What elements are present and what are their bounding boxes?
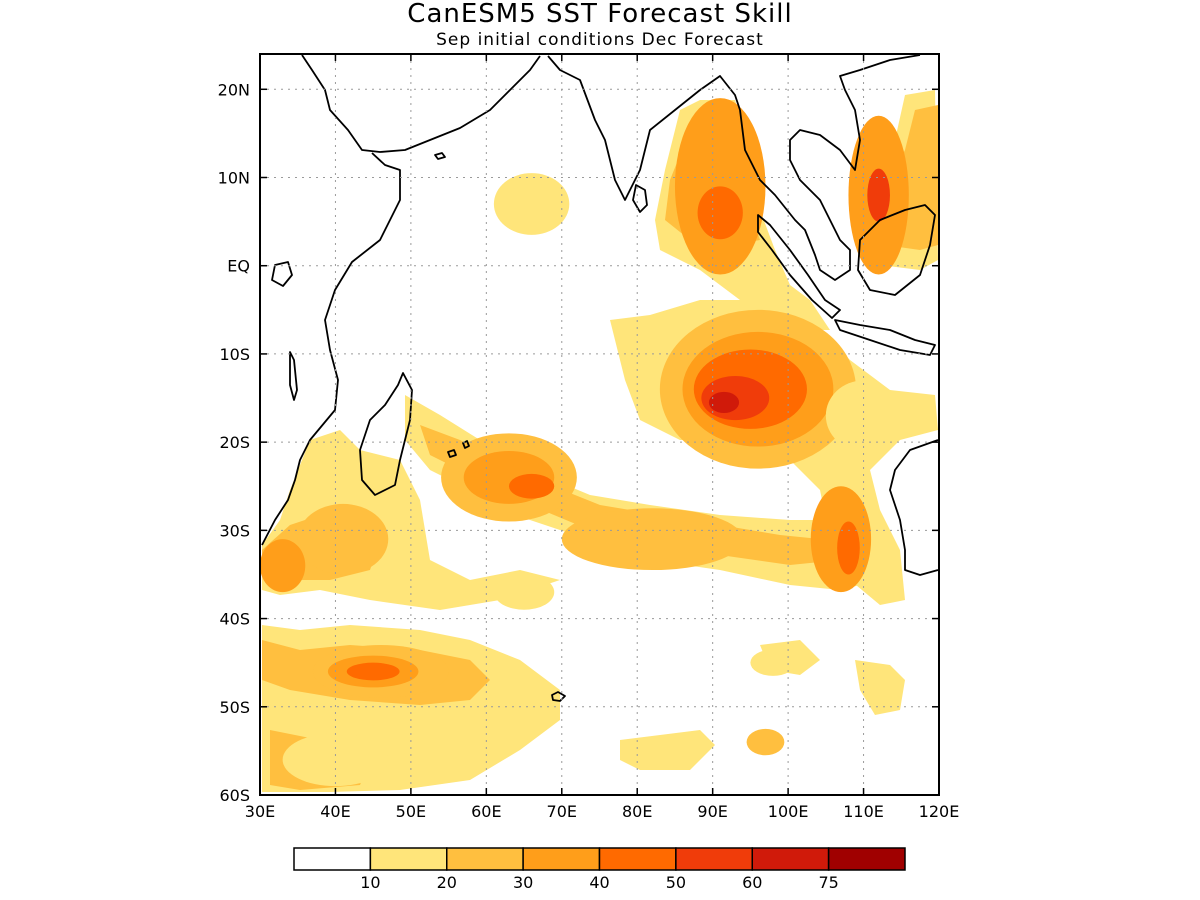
x-tick-label: 110E bbox=[843, 802, 884, 821]
colorbar-swatch bbox=[522, 847, 601, 871]
skill-area bbox=[620, 730, 715, 770]
skill-region bbox=[867, 168, 890, 222]
skill-region bbox=[746, 728, 785, 756]
colorbar-swatch bbox=[369, 847, 448, 871]
skill-region bbox=[837, 521, 860, 575]
y-tick-label: 10S bbox=[219, 345, 250, 364]
x-tick-label: 120E bbox=[919, 802, 960, 821]
map-panel: 30E 40E 50E 60E 70E 80E 90E 100E 110E 120E 20N 10N… bbox=[218, 53, 960, 821]
x-axis: 30E 40E 50E 60E 70E 80E 90E 100E 110E 120E bbox=[245, 54, 960, 821]
colorbar-label: 50 bbox=[666, 873, 686, 892]
x-tick-label: 40E bbox=[320, 802, 350, 821]
x-tick-label: 90E bbox=[697, 802, 727, 821]
y-tick-label: 50S bbox=[219, 698, 250, 717]
colorbar: 10 20 30 40 50 60 75 bbox=[293, 847, 906, 892]
coastline-africa-arabia bbox=[261, 54, 541, 546]
coastline-southeast-asia bbox=[739, 54, 921, 281]
colorbar-swatch bbox=[675, 847, 753, 871]
colorbar-label: 40 bbox=[589, 873, 609, 892]
skill-region bbox=[708, 391, 740, 414]
y-tick-label: 60S bbox=[219, 786, 250, 805]
skill-region bbox=[493, 173, 570, 235]
x-tick-label: 80E bbox=[622, 802, 652, 821]
coastline-lake-malawi bbox=[289, 351, 298, 401]
skill-region bbox=[260, 539, 306, 593]
x-tick-label: 70E bbox=[547, 802, 577, 821]
skill-region bbox=[282, 733, 389, 787]
skill-region bbox=[750, 649, 796, 676]
skill-region bbox=[561, 508, 743, 571]
colorbar-swatch bbox=[446, 847, 524, 871]
colorbar-label: 60 bbox=[742, 873, 762, 892]
y-tick-label: 20N bbox=[218, 80, 250, 99]
chart-subtitle: Sep initial conditions Dec Forecast bbox=[436, 30, 764, 50]
coastline-india bbox=[547, 55, 741, 201]
skill-region bbox=[697, 186, 743, 240]
colorbar-swatch bbox=[827, 847, 906, 871]
coastline-island-reunion bbox=[462, 440, 470, 449]
colorbar-label: 20 bbox=[437, 873, 457, 892]
coastline-lake-victoria bbox=[271, 261, 293, 287]
colorbar-swatch bbox=[598, 847, 677, 871]
chart-title: CanESM5 SST Forecast Skill bbox=[407, 0, 792, 29]
colorbar-label: 10 bbox=[360, 873, 380, 892]
skill-region bbox=[297, 503, 389, 575]
coastlines bbox=[261, 54, 939, 702]
skill-region bbox=[346, 662, 400, 681]
x-tick-label: 60E bbox=[471, 802, 501, 821]
colorbar-swatch bbox=[751, 847, 830, 871]
skill-region bbox=[508, 473, 555, 499]
coastline-sumatra bbox=[757, 214, 841, 319]
y-tick-label: EQ bbox=[227, 257, 250, 276]
colorbar-swatch bbox=[293, 847, 372, 871]
y-tick-label: 40S bbox=[219, 610, 250, 629]
coastline-australia bbox=[889, 439, 939, 576]
skill-contour-layer bbox=[260, 90, 938, 792]
skill-region bbox=[825, 380, 902, 451]
coastline-madagascar bbox=[359, 372, 413, 496]
skill-core-layer bbox=[260, 98, 909, 787]
y-tick-label: 20S bbox=[219, 433, 250, 452]
coastline-sri-lanka bbox=[632, 184, 648, 213]
x-tick-label: 100E bbox=[768, 802, 809, 821]
skill-region bbox=[674, 98, 766, 275]
coastline-borneo bbox=[857, 204, 936, 296]
colorbar-label: 75 bbox=[818, 873, 838, 892]
x-tick-label: 50E bbox=[396, 802, 426, 821]
grid-lines bbox=[260, 54, 939, 795]
skill-region bbox=[493, 574, 555, 610]
y-tick-label: 10N bbox=[218, 169, 250, 188]
coastline-island-mauritius bbox=[447, 449, 457, 458]
colorbar-label: 30 bbox=[513, 873, 533, 892]
coastline-island-socotra bbox=[434, 152, 446, 160]
map-frame bbox=[259, 53, 940, 796]
x-tick-label: 30E bbox=[245, 802, 275, 821]
coastline-java bbox=[834, 319, 936, 356]
skill-area bbox=[855, 660, 905, 715]
y-tick-label: 30S bbox=[219, 521, 250, 540]
y-axis: 20N 10N EQ 10S 20S 30S 40S 50S 60S bbox=[218, 80, 939, 805]
coastline-island-kerguelen bbox=[551, 691, 566, 702]
